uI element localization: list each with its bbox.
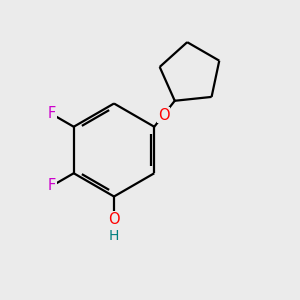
Text: O: O xyxy=(108,212,120,226)
Text: H: H xyxy=(109,229,119,242)
Text: F: F xyxy=(47,106,56,122)
Text: O: O xyxy=(158,108,169,123)
Text: F: F xyxy=(47,178,56,194)
